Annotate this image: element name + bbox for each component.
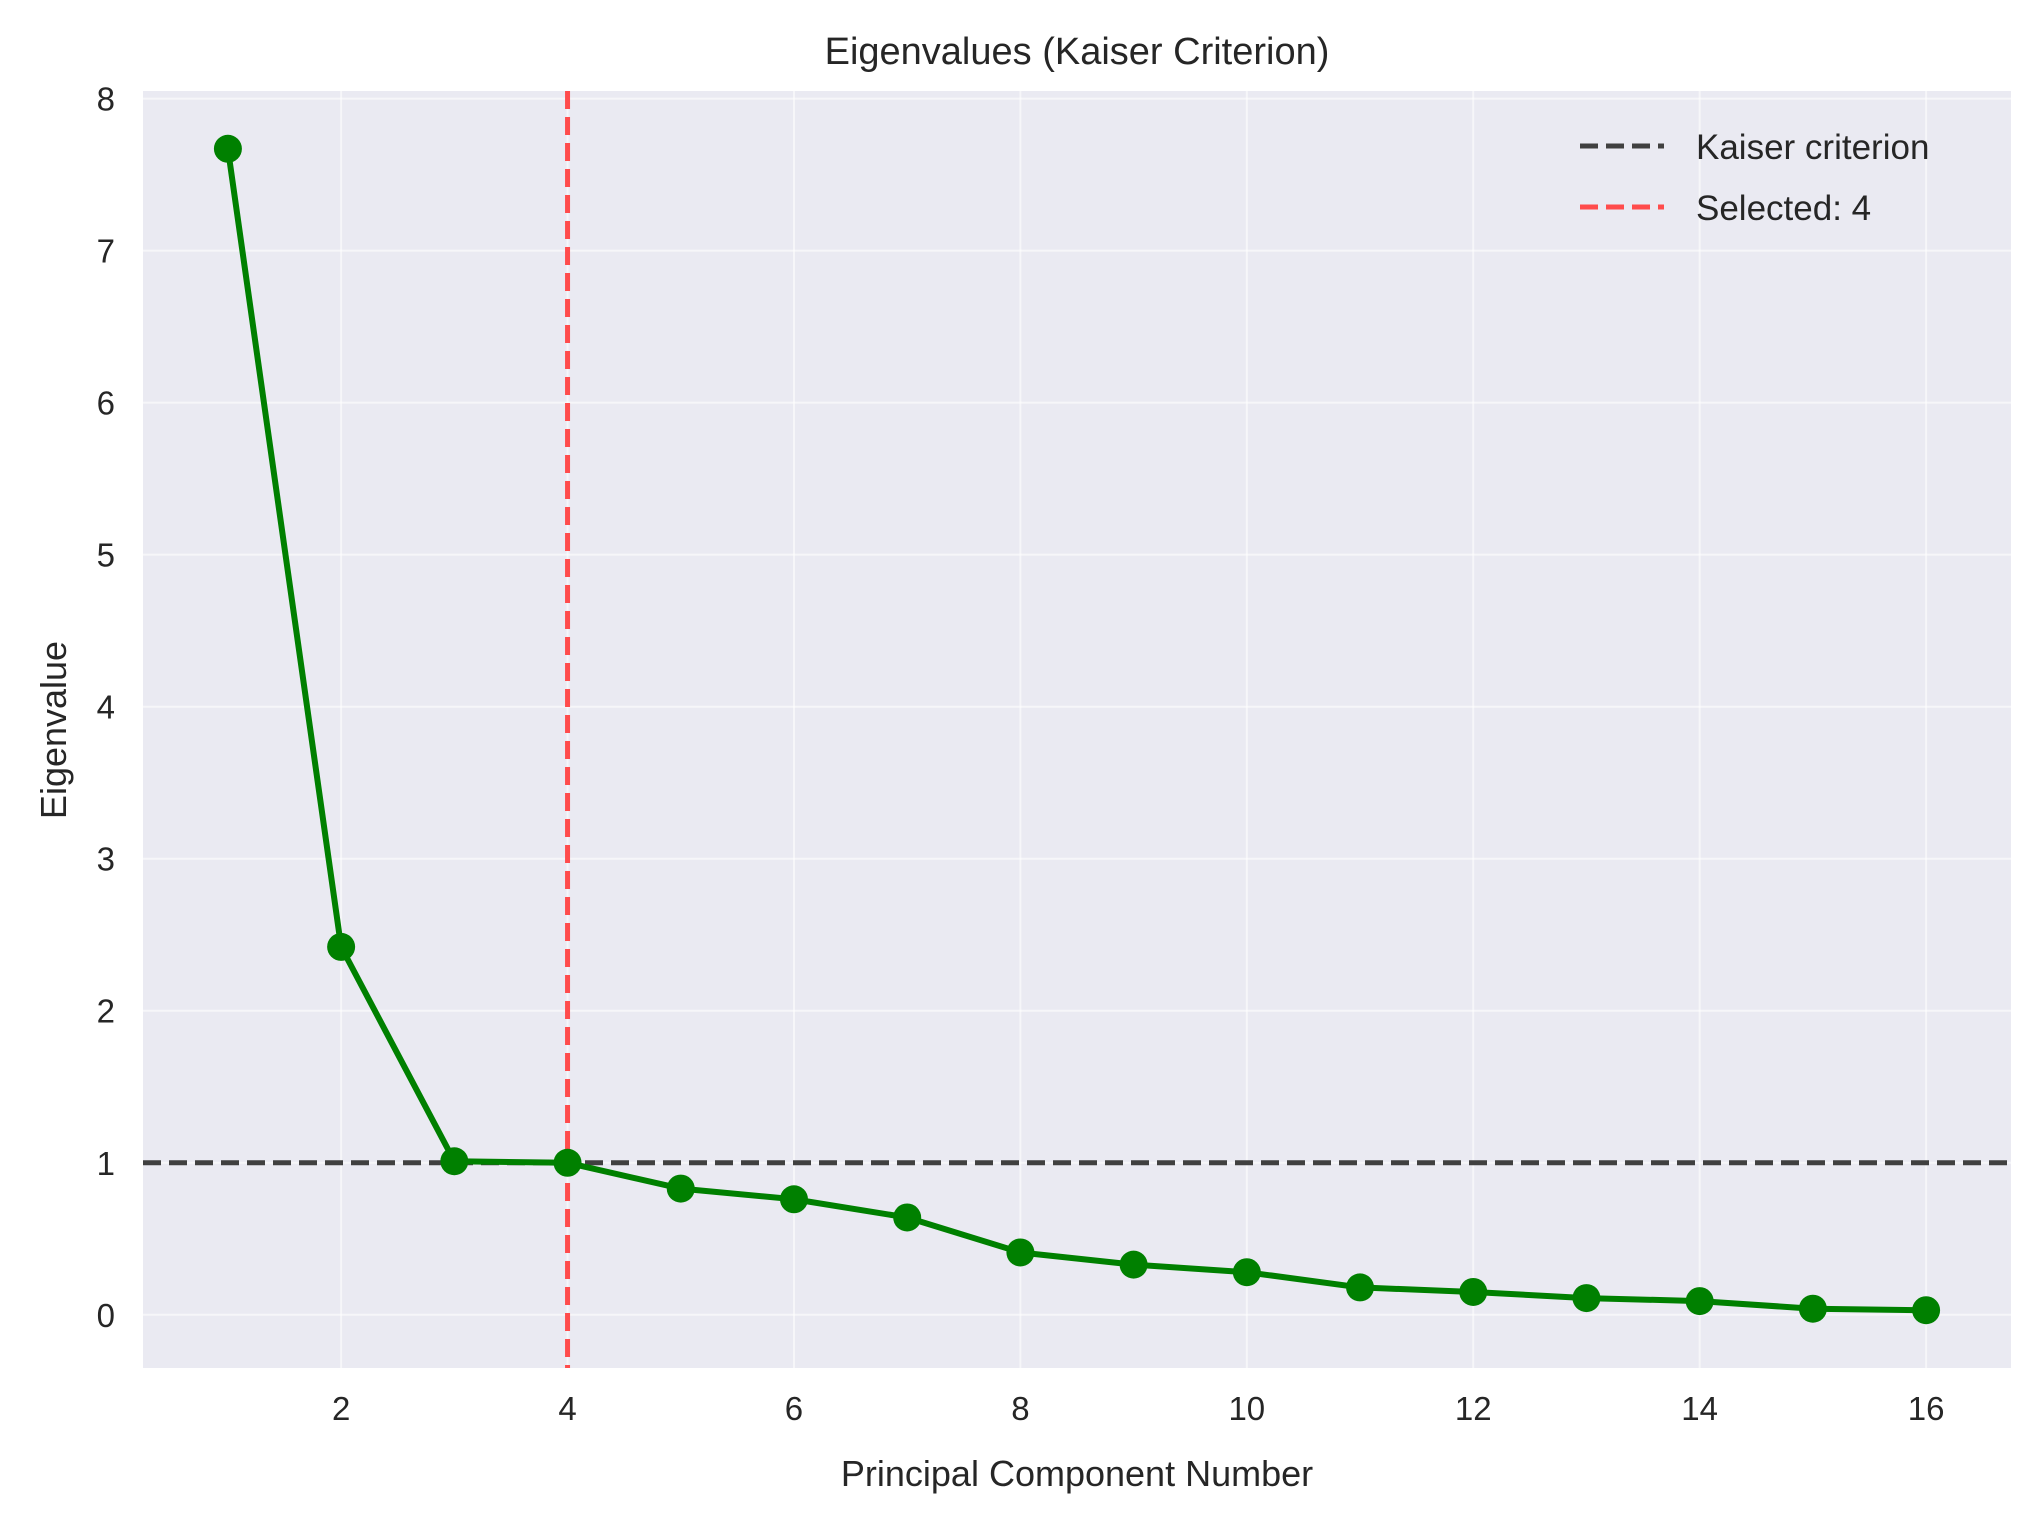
y-tick-label: 8: [97, 81, 115, 118]
eigenvalue-point: [1346, 1273, 1375, 1302]
eigenvalue-point: [1232, 1258, 1261, 1287]
x-tick-label: 16: [1908, 1390, 1945, 1427]
x-tick-label: 12: [1455, 1390, 1492, 1427]
eigenvalue-point: [1119, 1250, 1148, 1279]
x-tick-label: 4: [558, 1390, 576, 1427]
eigenvalue-point: [1798, 1294, 1827, 1323]
eigenvalue-point: [440, 1147, 469, 1176]
plot-area: [143, 91, 2011, 1368]
eigenvalue-point: [327, 932, 356, 961]
eigenvalue-line: [224, 148, 1927, 1314]
eigenvalue-point: [1572, 1284, 1601, 1313]
x-axis-label: Principal Component Number: [841, 1453, 1313, 1494]
legend-label-selected: Selected: 4: [1696, 189, 1871, 228]
y-tick-label: 0: [97, 1297, 115, 1334]
eigenvalue-point: [213, 134, 242, 163]
y-axis-label: Eigenvalue: [33, 641, 74, 819]
y-tick-label: 4: [97, 689, 115, 726]
data-series: [213, 134, 1941, 1325]
eigenvalue-point: [779, 1185, 808, 1214]
y-tick-label: 5: [97, 537, 115, 574]
y-tick-label: 7: [97, 233, 115, 270]
x-tick-label: 10: [1228, 1390, 1265, 1427]
eigenvalue-point: [1912, 1296, 1941, 1325]
reference-lines: [143, 91, 2011, 1368]
legend: Kaiser criterion Selected: 4: [1580, 128, 1929, 228]
x-tick-label: 8: [1011, 1390, 1029, 1427]
grid-lines: [143, 91, 2011, 1368]
eigenvalue-point: [1685, 1287, 1714, 1316]
eigenvalue-point: [1459, 1277, 1488, 1306]
eigenvalue-point: [1006, 1238, 1035, 1267]
eigenvalue-point: [553, 1148, 582, 1177]
y-tick-label: 1: [97, 1145, 115, 1182]
x-tick-label: 14: [1681, 1390, 1718, 1427]
eigenvalue-point: [893, 1203, 922, 1232]
eigenvalue-point: [666, 1174, 695, 1203]
y-tick-label: 6: [97, 385, 115, 422]
chart-title: Eigenvalues (Kaiser Criterion): [825, 31, 1330, 73]
y-tick-label: 2: [97, 993, 115, 1030]
x-tick-label: 6: [785, 1390, 803, 1427]
legend-label-kaiser: Kaiser criterion: [1696, 128, 1929, 167]
y-tick-label: 3: [97, 841, 115, 878]
x-tick-label: 2: [332, 1390, 350, 1427]
